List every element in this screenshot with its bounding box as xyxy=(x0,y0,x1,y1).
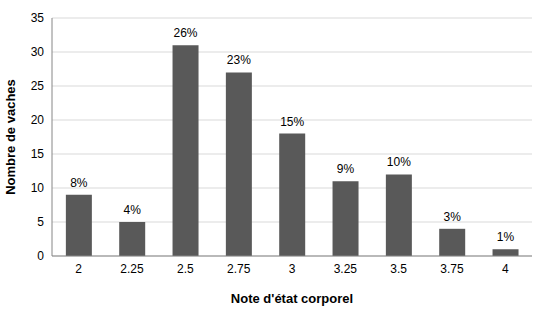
svg-text:Note d'état corporel: Note d'état corporel xyxy=(231,291,353,306)
svg-text:3%: 3% xyxy=(444,210,462,224)
svg-text:3: 3 xyxy=(289,262,296,276)
svg-text:35: 35 xyxy=(31,11,45,25)
svg-text:2: 2 xyxy=(75,262,82,276)
svg-text:4%: 4% xyxy=(124,203,142,217)
svg-text:5: 5 xyxy=(37,215,44,229)
svg-text:3.25: 3.25 xyxy=(334,262,358,276)
svg-text:30: 30 xyxy=(31,45,45,59)
svg-text:9%: 9% xyxy=(337,162,355,176)
svg-text:2.25: 2.25 xyxy=(120,262,144,276)
svg-text:2.75: 2.75 xyxy=(227,262,251,276)
svg-text:Nombre de vaches: Nombre de vaches xyxy=(8,79,18,195)
svg-text:0: 0 xyxy=(37,249,44,263)
svg-text:8%: 8% xyxy=(70,176,88,190)
svg-text:1%: 1% xyxy=(497,230,515,244)
svg-text:23%: 23% xyxy=(227,53,251,67)
svg-text:4: 4 xyxy=(502,262,509,276)
svg-text:10: 10 xyxy=(31,181,45,195)
svg-text:2.5: 2.5 xyxy=(177,262,194,276)
svg-text:15%: 15% xyxy=(280,115,304,129)
svg-text:20: 20 xyxy=(31,113,45,127)
svg-text:25: 25 xyxy=(31,79,45,93)
svg-text:26%: 26% xyxy=(174,26,198,40)
svg-text:3.5: 3.5 xyxy=(390,262,407,276)
svg-text:15: 15 xyxy=(31,147,45,161)
svg-text:3.75: 3.75 xyxy=(440,262,464,276)
svg-text:10%: 10% xyxy=(387,155,411,169)
